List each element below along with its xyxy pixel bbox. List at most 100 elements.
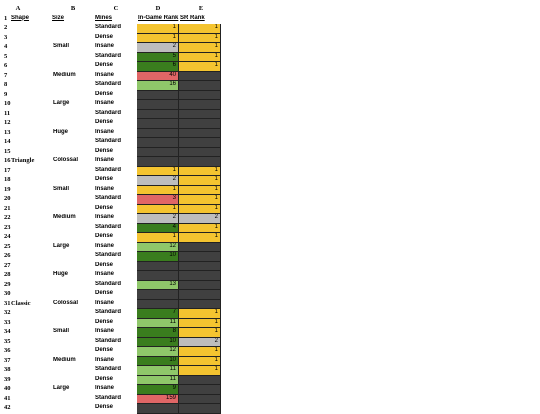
ingame-rank-cell[interactable] bbox=[137, 290, 179, 300]
header-ingame-rank[interactable]: In-Game Rank bbox=[138, 14, 179, 21]
mines-cell[interactable]: Dense bbox=[95, 119, 114, 125]
ingame-rank-cell[interactable]: 40 bbox=[137, 71, 179, 81]
mines-cell[interactable]: Standard bbox=[95, 109, 122, 116]
sr-rank-cell[interactable] bbox=[179, 375, 221, 385]
ingame-rank-cell[interactable] bbox=[137, 109, 179, 119]
mines-cell[interactable]: Standard bbox=[95, 195, 122, 201]
ingame-rank-cell[interactable]: 1 bbox=[137, 24, 179, 34]
ingame-rank-cell[interactable]: 1 bbox=[137, 166, 179, 176]
mines-cell[interactable]: Dense bbox=[95, 233, 114, 239]
column-letter-b[interactable]: B bbox=[70, 5, 76, 12]
sr-rank-cell[interactable]: 1 bbox=[179, 195, 221, 205]
size-label[interactable]: Medium bbox=[53, 214, 76, 220]
sr-rank-cell[interactable] bbox=[179, 299, 221, 309]
mines-cell[interactable]: Standard bbox=[95, 337, 122, 344]
sr-rank-cell[interactable] bbox=[179, 290, 221, 300]
ingame-rank-cell[interactable]: 5 bbox=[137, 52, 179, 62]
sr-rank-cell[interactable]: 1 bbox=[179, 223, 221, 233]
mines-cell[interactable]: Insane bbox=[95, 128, 115, 135]
header-sr-rank[interactable]: SR Rank bbox=[180, 14, 205, 21]
sr-rank-cell[interactable]: 1 bbox=[179, 366, 221, 376]
sr-rank-cell[interactable] bbox=[179, 157, 221, 167]
mines-cell[interactable]: Insane bbox=[95, 100, 115, 106]
size-label[interactable]: Small bbox=[53, 43, 70, 49]
shape-label[interactable]: Triangle bbox=[11, 157, 35, 164]
mines-cell[interactable]: Dense bbox=[95, 347, 114, 353]
ingame-rank-cell[interactable] bbox=[137, 157, 179, 167]
sr-rank-cell[interactable] bbox=[179, 271, 221, 281]
sr-rank-cell[interactable] bbox=[179, 252, 221, 262]
size-label[interactable]: Large bbox=[53, 385, 70, 391]
sr-rank-cell[interactable]: 1 bbox=[179, 309, 221, 319]
sr-rank-cell[interactable] bbox=[179, 90, 221, 100]
ingame-rank-cell[interactable] bbox=[137, 261, 179, 271]
size-label[interactable]: Huge bbox=[53, 271, 68, 277]
ingame-rank-cell[interactable]: 11 bbox=[137, 366, 179, 376]
size-label[interactable]: Huge bbox=[53, 128, 68, 135]
header-shape[interactable]: Shape bbox=[11, 14, 30, 21]
sr-rank-cell[interactable] bbox=[179, 385, 221, 395]
ingame-rank-cell[interactable]: 159 bbox=[137, 394, 179, 404]
mines-cell[interactable]: Insane bbox=[95, 43, 115, 49]
mines-cell[interactable]: Insane bbox=[95, 214, 115, 220]
size-label[interactable]: Large bbox=[53, 100, 70, 106]
mines-cell[interactable]: Standard bbox=[95, 81, 122, 87]
ingame-rank-cell[interactable]: 10 bbox=[137, 356, 179, 366]
column-letter-e[interactable]: E bbox=[198, 5, 204, 12]
column-letter-d[interactable]: D bbox=[155, 5, 161, 12]
mines-cell[interactable]: Dense bbox=[95, 62, 114, 68]
sr-rank-cell[interactable] bbox=[179, 109, 221, 119]
sr-rank-cell[interactable]: 1 bbox=[179, 204, 221, 214]
ingame-rank-cell[interactable] bbox=[137, 119, 179, 129]
sr-rank-cell[interactable] bbox=[179, 242, 221, 252]
mines-cell[interactable]: Standard bbox=[95, 52, 122, 59]
sr-rank-cell[interactable]: 1 bbox=[179, 62, 221, 72]
mines-cell[interactable]: Insane bbox=[95, 71, 115, 78]
ingame-rank-cell[interactable]: 11 bbox=[137, 318, 179, 328]
shape-label[interactable]: Classic bbox=[11, 299, 31, 307]
column-letter-a[interactable]: A bbox=[15, 5, 21, 12]
sr-rank-cell[interactable] bbox=[179, 394, 221, 404]
mines-cell[interactable]: Insane bbox=[95, 299, 115, 306]
mines-cell[interactable]: Standard bbox=[95, 223, 122, 230]
sr-rank-cell[interactable] bbox=[179, 261, 221, 271]
mines-cell[interactable]: Standard bbox=[95, 252, 122, 258]
ingame-rank-cell[interactable]: 13 bbox=[137, 280, 179, 290]
sr-rank-cell[interactable]: 1 bbox=[179, 318, 221, 328]
mines-cell[interactable]: Standard bbox=[95, 166, 122, 173]
ingame-rank-cell[interactable]: 11 bbox=[137, 375, 179, 385]
mines-cell[interactable]: Insane bbox=[95, 185, 115, 192]
ingame-rank-cell[interactable]: 1 bbox=[137, 204, 179, 214]
ingame-rank-cell[interactable] bbox=[137, 90, 179, 100]
ingame-rank-cell[interactable]: 6 bbox=[137, 62, 179, 72]
ingame-rank-cell[interactable]: 10 bbox=[137, 337, 179, 347]
ingame-rank-cell[interactable]: 3 bbox=[137, 195, 179, 205]
mines-cell[interactable]: Insane bbox=[95, 385, 115, 391]
mines-cell[interactable]: Dense bbox=[95, 176, 114, 182]
mines-cell[interactable]: Insane bbox=[95, 271, 115, 277]
ingame-rank-cell[interactable]: 2 bbox=[137, 214, 179, 224]
ingame-rank-cell[interactable]: 9 bbox=[137, 385, 179, 395]
ingame-rank-cell[interactable] bbox=[137, 299, 179, 309]
size-label[interactable]: Medium bbox=[53, 71, 76, 78]
sr-rank-cell[interactable]: 1 bbox=[179, 24, 221, 34]
ingame-rank-cell[interactable] bbox=[137, 147, 179, 157]
mines-cell[interactable]: Dense bbox=[95, 90, 114, 97]
sr-rank-cell[interactable]: 1 bbox=[179, 233, 221, 243]
mines-cell[interactable]: Dense bbox=[95, 318, 114, 325]
header-size[interactable]: Size bbox=[52, 14, 65, 21]
sr-rank-cell[interactable]: 1 bbox=[179, 33, 221, 43]
sr-rank-cell[interactable] bbox=[179, 71, 221, 81]
ingame-rank-cell[interactable] bbox=[137, 404, 179, 414]
size-label[interactable]: Medium bbox=[53, 356, 76, 363]
ingame-rank-cell[interactable]: 2 bbox=[137, 43, 179, 53]
sr-rank-cell[interactable]: 1 bbox=[179, 356, 221, 366]
mines-cell[interactable]: Standard bbox=[95, 138, 122, 144]
ingame-rank-cell[interactable]: 8 bbox=[137, 328, 179, 338]
mines-cell[interactable]: Standard bbox=[95, 24, 122, 30]
sr-rank-cell[interactable] bbox=[179, 404, 221, 414]
ingame-rank-cell[interactable]: 2 bbox=[137, 176, 179, 186]
ingame-rank-cell[interactable] bbox=[137, 271, 179, 281]
mines-cell[interactable]: Standard bbox=[95, 366, 122, 372]
ingame-rank-cell[interactable]: 7 bbox=[137, 309, 179, 319]
